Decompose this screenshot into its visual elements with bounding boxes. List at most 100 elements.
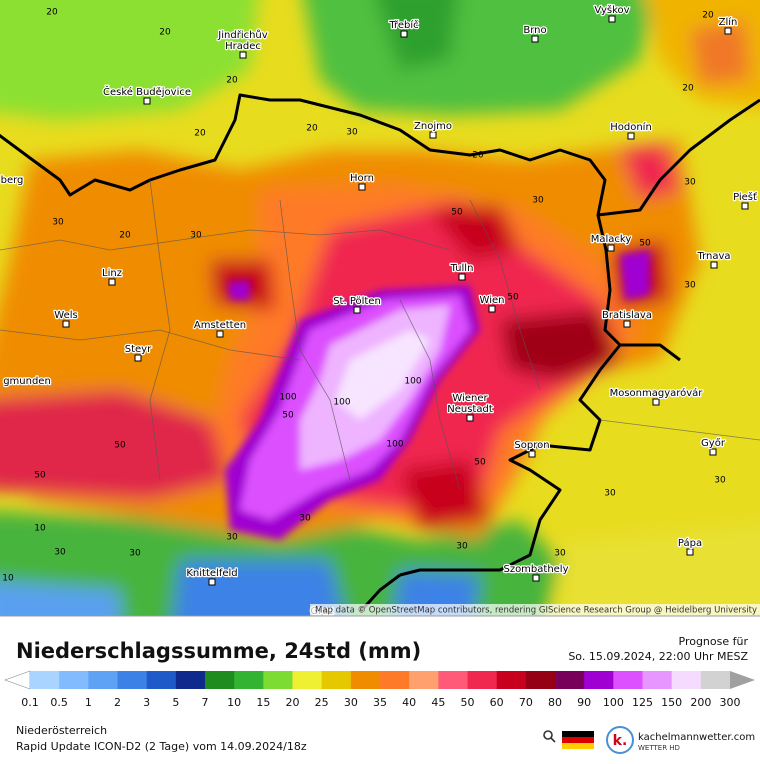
colorbar-label: 0.5 — [50, 696, 68, 709]
model-run: Rapid Update ICON-D2 (2 Tage) vom 14.09.… — [16, 740, 307, 753]
colorbar-segment — [59, 671, 89, 689]
contour-label: 50 — [639, 239, 651, 249]
legend-title: Niederschlagssumme, 24std (mm) — [16, 639, 421, 663]
city-label: St. Pölten — [333, 296, 381, 307]
contour-label: 50 — [114, 441, 126, 451]
contour-label: 50 — [507, 293, 519, 303]
city-label: Knittelfeld — [186, 568, 237, 579]
colorbar-segment — [88, 671, 118, 689]
colorbar-segment — [292, 671, 323, 689]
contour-label: 30 — [684, 178, 696, 188]
contour-label: 20 — [702, 11, 714, 21]
colorbar-label: 20 — [286, 696, 300, 709]
city-label: Szombathely — [503, 564, 568, 575]
city-marker — [709, 448, 717, 456]
colorbar-segment — [205, 671, 235, 689]
contour-label: 30 — [190, 231, 202, 241]
city-label: Trnava — [696, 251, 730, 262]
forecast-label: Prognose für — [679, 635, 749, 648]
colorbar-segment — [380, 671, 410, 689]
colorbar-segment — [117, 671, 148, 689]
colorbar-label: 50 — [461, 696, 475, 709]
contour-label: 10 — [34, 524, 46, 534]
colorbar-label: 40 — [402, 696, 416, 709]
contour-label: 50 — [451, 208, 463, 218]
city-marker — [458, 273, 466, 281]
colorbar-segment — [700, 671, 731, 689]
contour-label: 20 — [682, 84, 694, 94]
rapid-icon — [543, 730, 556, 743]
city-marker — [466, 414, 474, 422]
contour-label: 30 — [532, 196, 544, 206]
contour-label: 30 — [604, 489, 616, 499]
city-marker — [62, 320, 70, 328]
city-label: Mosonmagyaróvár — [610, 387, 704, 399]
city-marker — [531, 35, 539, 43]
colorbar-label: 300 — [720, 696, 741, 709]
city-marker — [143, 97, 151, 105]
flag — [562, 731, 594, 749]
colorbar-segment — [555, 671, 585, 689]
city-marker — [358, 183, 366, 191]
city-label: Třebíč — [388, 19, 418, 31]
colorbar-label: 125 — [632, 696, 653, 709]
contour-label: 20 — [46, 8, 58, 18]
city-marker — [488, 305, 496, 313]
city-marker — [353, 306, 361, 314]
city-marker — [429, 131, 437, 139]
city-marker — [108, 278, 116, 286]
city-marker — [710, 261, 718, 269]
city-marker — [627, 132, 635, 140]
colorbar-segment — [467, 671, 498, 689]
attribution: Map data © OpenStreetMap contributors, r… — [315, 606, 757, 616]
contour-label: 50 — [282, 411, 294, 421]
colorbar-segment — [613, 671, 643, 689]
colorbar-low-arrow — [4, 670, 31, 690]
attribution-bg — [310, 604, 760, 616]
colorbar-segment — [175, 671, 206, 689]
forecast-time: So. 15.09.2024, 22:00 Uhr MESZ — [568, 650, 748, 663]
city-label: Wiener — [452, 393, 488, 404]
city-label: Jindřichův — [217, 29, 267, 41]
city-marker — [400, 30, 408, 38]
contour-label: 50 — [34, 471, 46, 481]
city-marker — [686, 548, 694, 556]
contour-label: 50 — [474, 458, 486, 468]
logo — [606, 726, 634, 754]
city-label: Hodonín — [610, 121, 652, 133]
colorbar-segment — [350, 671, 381, 689]
colorbar-label: 0.1 — [21, 696, 39, 709]
colorbar-label: 200 — [690, 696, 711, 709]
contour-label: 100 — [279, 393, 296, 403]
city-label: Wien — [480, 295, 505, 306]
colorbar-label: 5 — [172, 696, 179, 709]
colorbar-segment — [525, 671, 556, 689]
city-marker — [239, 51, 247, 59]
contour-labels: 20 20 20 20 20 20 20 20 30 30 30 30 30 30 30 30 50 50 50 50… — [2, 8, 726, 584]
colorbar-segment — [642, 671, 673, 689]
colorbar-label: 150 — [661, 696, 682, 709]
city-label: Linz — [102, 268, 122, 279]
contour-label: 10 — [2, 574, 14, 584]
logo-letter: k. — [613, 733, 628, 749]
city-label: Tulln — [450, 263, 474, 274]
colorbar: 0.1 0.5 1 2 3 5 7 10 15 20 25 30 35 40 45 50 60 70 80 90 100… — [4, 670, 755, 709]
colorbar-segment — [146, 671, 177, 689]
colorbar-label: 60 — [490, 696, 504, 709]
contour-label: 30 — [52, 218, 64, 228]
contour-label: 100 — [333, 398, 350, 408]
colorbar-label: 80 — [548, 696, 562, 709]
colorbar-segment — [584, 671, 614, 689]
city-label: berg — [1, 175, 24, 186]
contour-label: 20 — [472, 151, 484, 161]
district-borders — [0, 179, 760, 491]
city-label: Amstetten — [194, 320, 246, 331]
contour-label: 30 — [226, 533, 238, 543]
city-marker — [532, 574, 540, 582]
contour-label: 20 — [194, 129, 206, 139]
contour-label: 20 — [159, 28, 171, 38]
city-label: České Budějovice — [103, 85, 191, 98]
contour-label: 100 — [386, 440, 403, 450]
